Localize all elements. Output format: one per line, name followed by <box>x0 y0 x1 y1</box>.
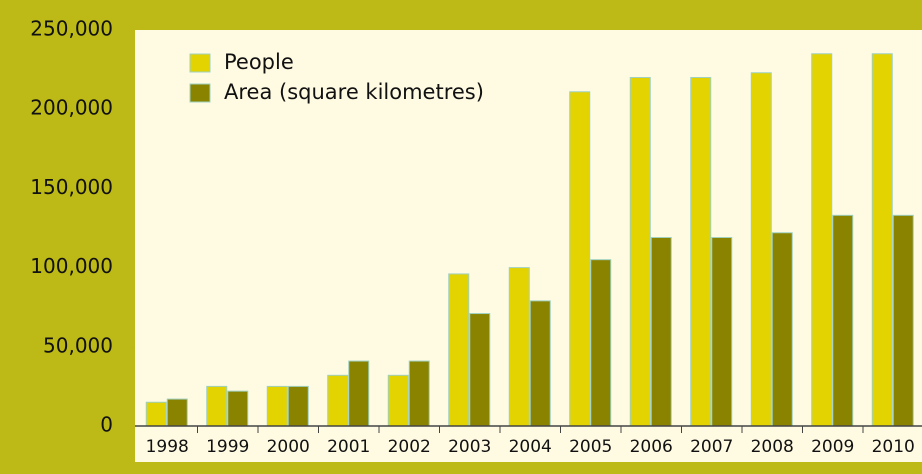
y-tick-label: 50,000 <box>43 333 113 357</box>
x-tick-label: 2007 <box>690 437 733 457</box>
y-tick-label: 150,000 <box>30 175 113 199</box>
bar <box>508 267 530 427</box>
bar <box>145 401 167 427</box>
bar <box>892 214 914 427</box>
bar <box>348 360 370 427</box>
bar <box>529 300 551 427</box>
bar <box>871 53 893 427</box>
x-tick-label: 1999 <box>206 437 249 457</box>
y-tick-label: 100,000 <box>30 254 113 278</box>
x-tick-label: 2006 <box>630 437 673 457</box>
bar <box>327 374 349 427</box>
y-tick-label: 200,000 <box>30 96 113 120</box>
legend-label: Area (square kilometres) <box>224 80 484 104</box>
x-tick-label: 2002 <box>388 437 431 457</box>
bar <box>750 72 772 427</box>
legend-swatch <box>189 83 211 103</box>
y-tick-label: 0 <box>100 413 113 437</box>
bar <box>166 398 188 427</box>
legend-label: People <box>224 50 294 74</box>
bar <box>469 313 491 427</box>
bar <box>832 214 854 427</box>
bar <box>387 374 409 427</box>
x-tick-label: 2010 <box>872 437 915 457</box>
bar <box>448 273 470 427</box>
bar <box>206 385 228 427</box>
x-tick-label: 2008 <box>751 437 794 457</box>
x-tick-label: 2000 <box>267 437 310 457</box>
bar <box>771 232 793 427</box>
x-tick-label: 2003 <box>448 437 491 457</box>
bar <box>590 259 612 427</box>
bar <box>408 360 430 427</box>
bar <box>287 385 309 427</box>
bar <box>650 237 672 427</box>
bar <box>569 91 591 427</box>
bar <box>690 77 712 427</box>
x-tick-label: 2009 <box>811 437 854 457</box>
bar <box>811 53 833 427</box>
x-tick-label: 2005 <box>569 437 612 457</box>
x-tick-label: 1998 <box>146 437 189 457</box>
bar <box>629 77 651 427</box>
bar <box>266 385 288 427</box>
bar <box>711 237 733 427</box>
x-tick-label: 2001 <box>327 437 370 457</box>
legend-swatch <box>189 53 211 73</box>
x-tick-label: 2004 <box>509 437 552 457</box>
bar <box>227 390 249 427</box>
y-tick-label: 250,000 <box>30 17 113 41</box>
